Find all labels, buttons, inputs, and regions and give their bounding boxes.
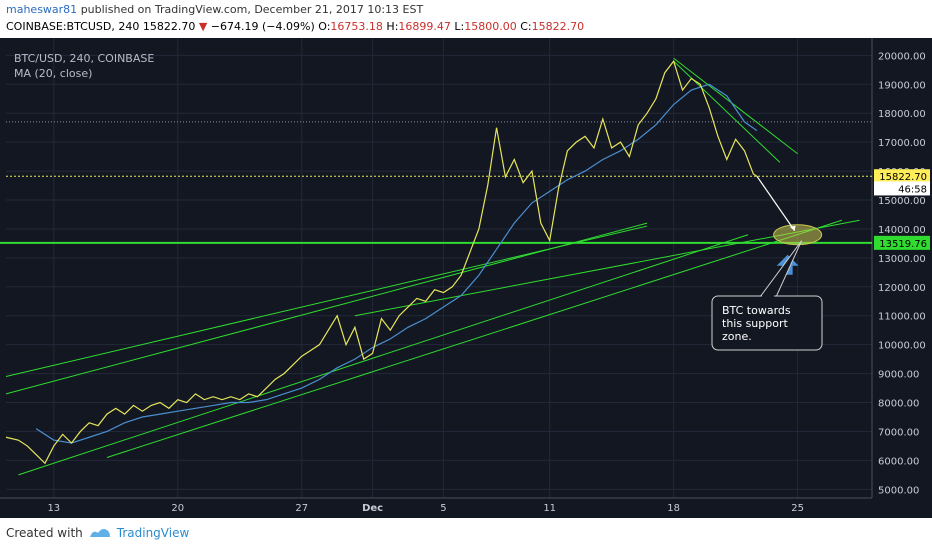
legend-entry: MA (20, close) bbox=[14, 67, 92, 80]
projection-arrow-head bbox=[789, 225, 796, 231]
x-tick-label: 11 bbox=[543, 503, 556, 514]
tradingview-logo-icon bbox=[89, 529, 110, 537]
price-label-text: 13519.76 bbox=[879, 239, 927, 250]
trend-line bbox=[106, 219, 843, 458]
last-price: 15822.70 bbox=[142, 20, 196, 33]
y-tick-label: 11000.00 bbox=[878, 312, 926, 323]
x-tick-label: 13 bbox=[47, 503, 60, 514]
change-value: −674.19 (−4.09%) bbox=[210, 20, 315, 33]
x-tick-label: 25 bbox=[791, 503, 804, 514]
publication-info: maheswar81 published on TradingView.com,… bbox=[6, 3, 423, 16]
created-with-text: Created with bbox=[6, 526, 83, 540]
y-tick-label: 5000.00 bbox=[878, 485, 919, 496]
annotation-text: zone. bbox=[722, 330, 752, 343]
chart-area[interactable]: BTC towards this support zone. BTC/USD, 240… bbox=[0, 38, 932, 518]
y-tick-label: 17000.00 bbox=[878, 138, 926, 149]
high-label: H: bbox=[386, 20, 399, 33]
price-label-box bbox=[874, 181, 930, 196]
y-tick-label: 8000.00 bbox=[878, 399, 919, 410]
price-label-box bbox=[874, 169, 930, 184]
ma-line bbox=[35, 83, 758, 444]
close-value: 15822.70 bbox=[531, 20, 585, 33]
x-tick-label: 20 bbox=[171, 503, 184, 514]
close-label: C: bbox=[520, 20, 532, 33]
annotation-text: this support bbox=[722, 317, 788, 330]
y-tick-label: 15000.00 bbox=[878, 196, 926, 207]
x-tick-label: 18 bbox=[667, 503, 680, 514]
footer: Created with TradingView bbox=[6, 526, 189, 540]
low-value: 15800.00 bbox=[464, 20, 517, 33]
published-text: published on TradingView.com, December 2… bbox=[80, 3, 424, 16]
x-tick-label: Dec bbox=[362, 503, 383, 514]
price-label-box bbox=[874, 235, 930, 250]
y-tick-label: 20000.00 bbox=[878, 51, 926, 62]
tradingview-brand[interactable]: TradingView bbox=[116, 526, 190, 540]
trend-line bbox=[5, 222, 648, 395]
price-label-text: 15822.70 bbox=[879, 172, 927, 183]
annotation-text: BTC towards bbox=[722, 304, 791, 317]
price-label-text: 46:58 bbox=[898, 184, 927, 195]
y-tick-label: 13000.00 bbox=[878, 254, 926, 265]
open-value: 16753.18 bbox=[330, 20, 383, 33]
y-tick-label: 9000.00 bbox=[878, 370, 919, 381]
y-tick-label: 12000.00 bbox=[878, 283, 926, 294]
high-value: 16899.47 bbox=[398, 20, 451, 33]
open-label: O: bbox=[318, 20, 331, 33]
symbol-label: COINBASE:BTCUSD, 240 bbox=[6, 20, 140, 33]
author-link[interactable]: maheswar81 bbox=[6, 3, 78, 16]
x-tick-label: 27 bbox=[295, 503, 308, 514]
y-tick-label: 18000.00 bbox=[878, 109, 926, 120]
down-arrow-icon: ▼ bbox=[198, 20, 208, 33]
y-tick-label: 7000.00 bbox=[878, 427, 919, 438]
y-tick-label: 10000.00 bbox=[878, 341, 926, 352]
legend-entry: BTC/USD, 240, COINBASE bbox=[14, 52, 154, 65]
trend-line bbox=[18, 234, 749, 476]
ohlc-header: COINBASE:BTCUSD, 240 15822.70 ▼ −674.19 … bbox=[6, 20, 584, 33]
y-tick-label: 6000.00 bbox=[878, 456, 919, 467]
price-line bbox=[5, 59, 758, 465]
support-zone-ellipse bbox=[773, 224, 823, 246]
low-label: L: bbox=[454, 20, 465, 33]
trend-line bbox=[673, 57, 798, 155]
chart-background bbox=[0, 38, 932, 518]
y-tick-label: 14000.00 bbox=[878, 225, 926, 236]
x-tick-label: 5 bbox=[440, 503, 446, 514]
y-tick-label: 19000.00 bbox=[878, 80, 926, 91]
projection-arrow-line bbox=[756, 175, 796, 232]
